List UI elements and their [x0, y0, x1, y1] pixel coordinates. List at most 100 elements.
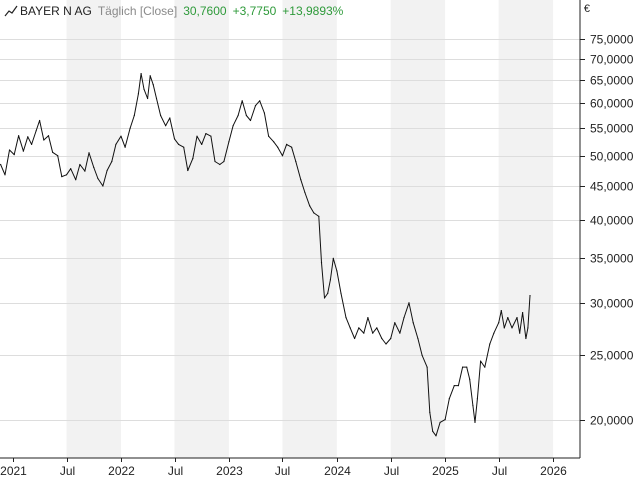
data-point-124: [519, 332, 521, 334]
data-point-48: [205, 133, 207, 135]
data-point-84: [358, 327, 360, 329]
data-point-47: [201, 143, 203, 145]
data-point-61: [263, 112, 265, 114]
data-point-113: [476, 398, 478, 400]
data-point-12: [52, 151, 54, 153]
data-point-45: [192, 158, 194, 160]
data-point-91: [390, 337, 392, 340]
data-point-20: [88, 152, 90, 154]
data-point-79: [336, 270, 338, 272]
data-point-72: [313, 212, 315, 214]
data-point-53: [228, 141, 230, 143]
data-point-22: [97, 177, 99, 180]
ytick-label-30: 30,0000: [590, 297, 634, 311]
data-point-90: [385, 343, 387, 345]
data-point-108: [462, 366, 464, 368]
data-point-99: [426, 366, 428, 368]
data-point-16: [70, 168, 72, 170]
ytick-label-65: 65,0000: [590, 74, 634, 88]
data-point-106: [453, 385, 455, 387]
data-point-10: [43, 139, 45, 141]
data-point-58: [249, 119, 252, 122]
data-point-51: [219, 163, 221, 166]
data-point-98: [421, 354, 423, 356]
data-point-75: [323, 297, 326, 299]
data-point-110: [469, 378, 471, 380]
data-point-100: [429, 411, 431, 413]
data-point-40: [169, 117, 171, 119]
data-point-5: [22, 150, 24, 152]
band-2025-07-01: [498, 0, 554, 458]
data-point-24: [106, 169, 108, 172]
data-point-50: [214, 160, 216, 163]
xtick-label-2025-07-01: Jul: [492, 464, 507, 478]
data-point-111: [472, 404, 474, 407]
data-point-123: [516, 317, 518, 319]
data-point-105: [448, 398, 450, 400]
band-2024-07-01: [390, 0, 446, 458]
data-point-126: [525, 337, 527, 340]
data-point-95: [408, 302, 410, 304]
data-point-70: [304, 191, 306, 194]
data-point-38: [160, 114, 162, 117]
data-point-87: [372, 332, 374, 334]
xtick-label-2025-01-01: 2025: [432, 464, 459, 478]
data-point-43: [183, 146, 185, 148]
abs-change: +3,7750: [232, 4, 277, 18]
ytick-label-55: 55,0000: [590, 122, 634, 136]
data-point-21: [93, 166, 95, 169]
data-point-62: [268, 135, 270, 137]
data-point-117: [493, 332, 495, 334]
data-point-7: [31, 143, 33, 145]
half-year-bands: [66, 0, 554, 458]
data-point-52: [223, 160, 225, 163]
data-point-34: [147, 97, 149, 100]
data-point-49: [210, 135, 212, 137]
ytick-label-70: 70,0000: [590, 53, 634, 67]
grid-lines: [0, 39, 580, 421]
data-point-73: [318, 215, 320, 217]
data-point-78: [332, 257, 334, 259]
xtick-label-2024-07-01: Jul: [384, 464, 399, 478]
data-point-104: [444, 419, 446, 421]
data-point-80: [340, 292, 342, 294]
data-point-64: [277, 146, 279, 148]
currency-label: €: [583, 3, 590, 15]
y-axis: 75,0000 70,0000 65,0000 60,0000 55,0000 50,00…: [579, 0, 634, 458]
data-point-25: [111, 160, 113, 163]
last-price: 30,7600: [183, 4, 227, 18]
data-point-42: [178, 143, 180, 145]
data-point-119: [500, 310, 502, 312]
data-point-19: [84, 170, 86, 172]
data-point-125: [522, 312, 524, 314]
data-point-9: [39, 119, 41, 122]
line-chart-icon: [4, 5, 18, 17]
data-point-46: [196, 135, 198, 137]
data-point-109: [466, 366, 468, 368]
data-point-81: [345, 317, 347, 319]
data-point-66: [286, 143, 288, 145]
data-point-127: [527, 327, 529, 329]
data-point-97: [417, 337, 419, 340]
ytick-label-35: 35,0000: [590, 252, 634, 266]
x-axis: 2021 Jul 2022 Jul 2023 Jul 2024 Jul 2025 Jul 2026: [0, 457, 580, 478]
data-point-14: [61, 176, 63, 178]
data-point-128: [529, 295, 531, 297]
data-point-0: [0, 163, 2, 166]
data-point-56: [241, 100, 243, 102]
data-point-23: [102, 185, 104, 187]
band-2021-07-01: [66, 0, 121, 458]
ytick-label-25: 25,0000: [590, 349, 634, 363]
data-point-41: [173, 138, 176, 140]
data-point-93: [399, 332, 401, 334]
data-point-114: [480, 360, 482, 362]
data-point-118: [498, 322, 500, 324]
data-point-86: [367, 317, 369, 319]
data-point-2: [8, 149, 11, 151]
data-point-88: [376, 327, 378, 329]
xtick-label-2023-01-01: 2023: [216, 464, 243, 478]
data-point-4: [18, 135, 20, 137]
xtick-label-2023-07-01: Jul: [275, 464, 290, 478]
data-point-102: [435, 435, 437, 437]
